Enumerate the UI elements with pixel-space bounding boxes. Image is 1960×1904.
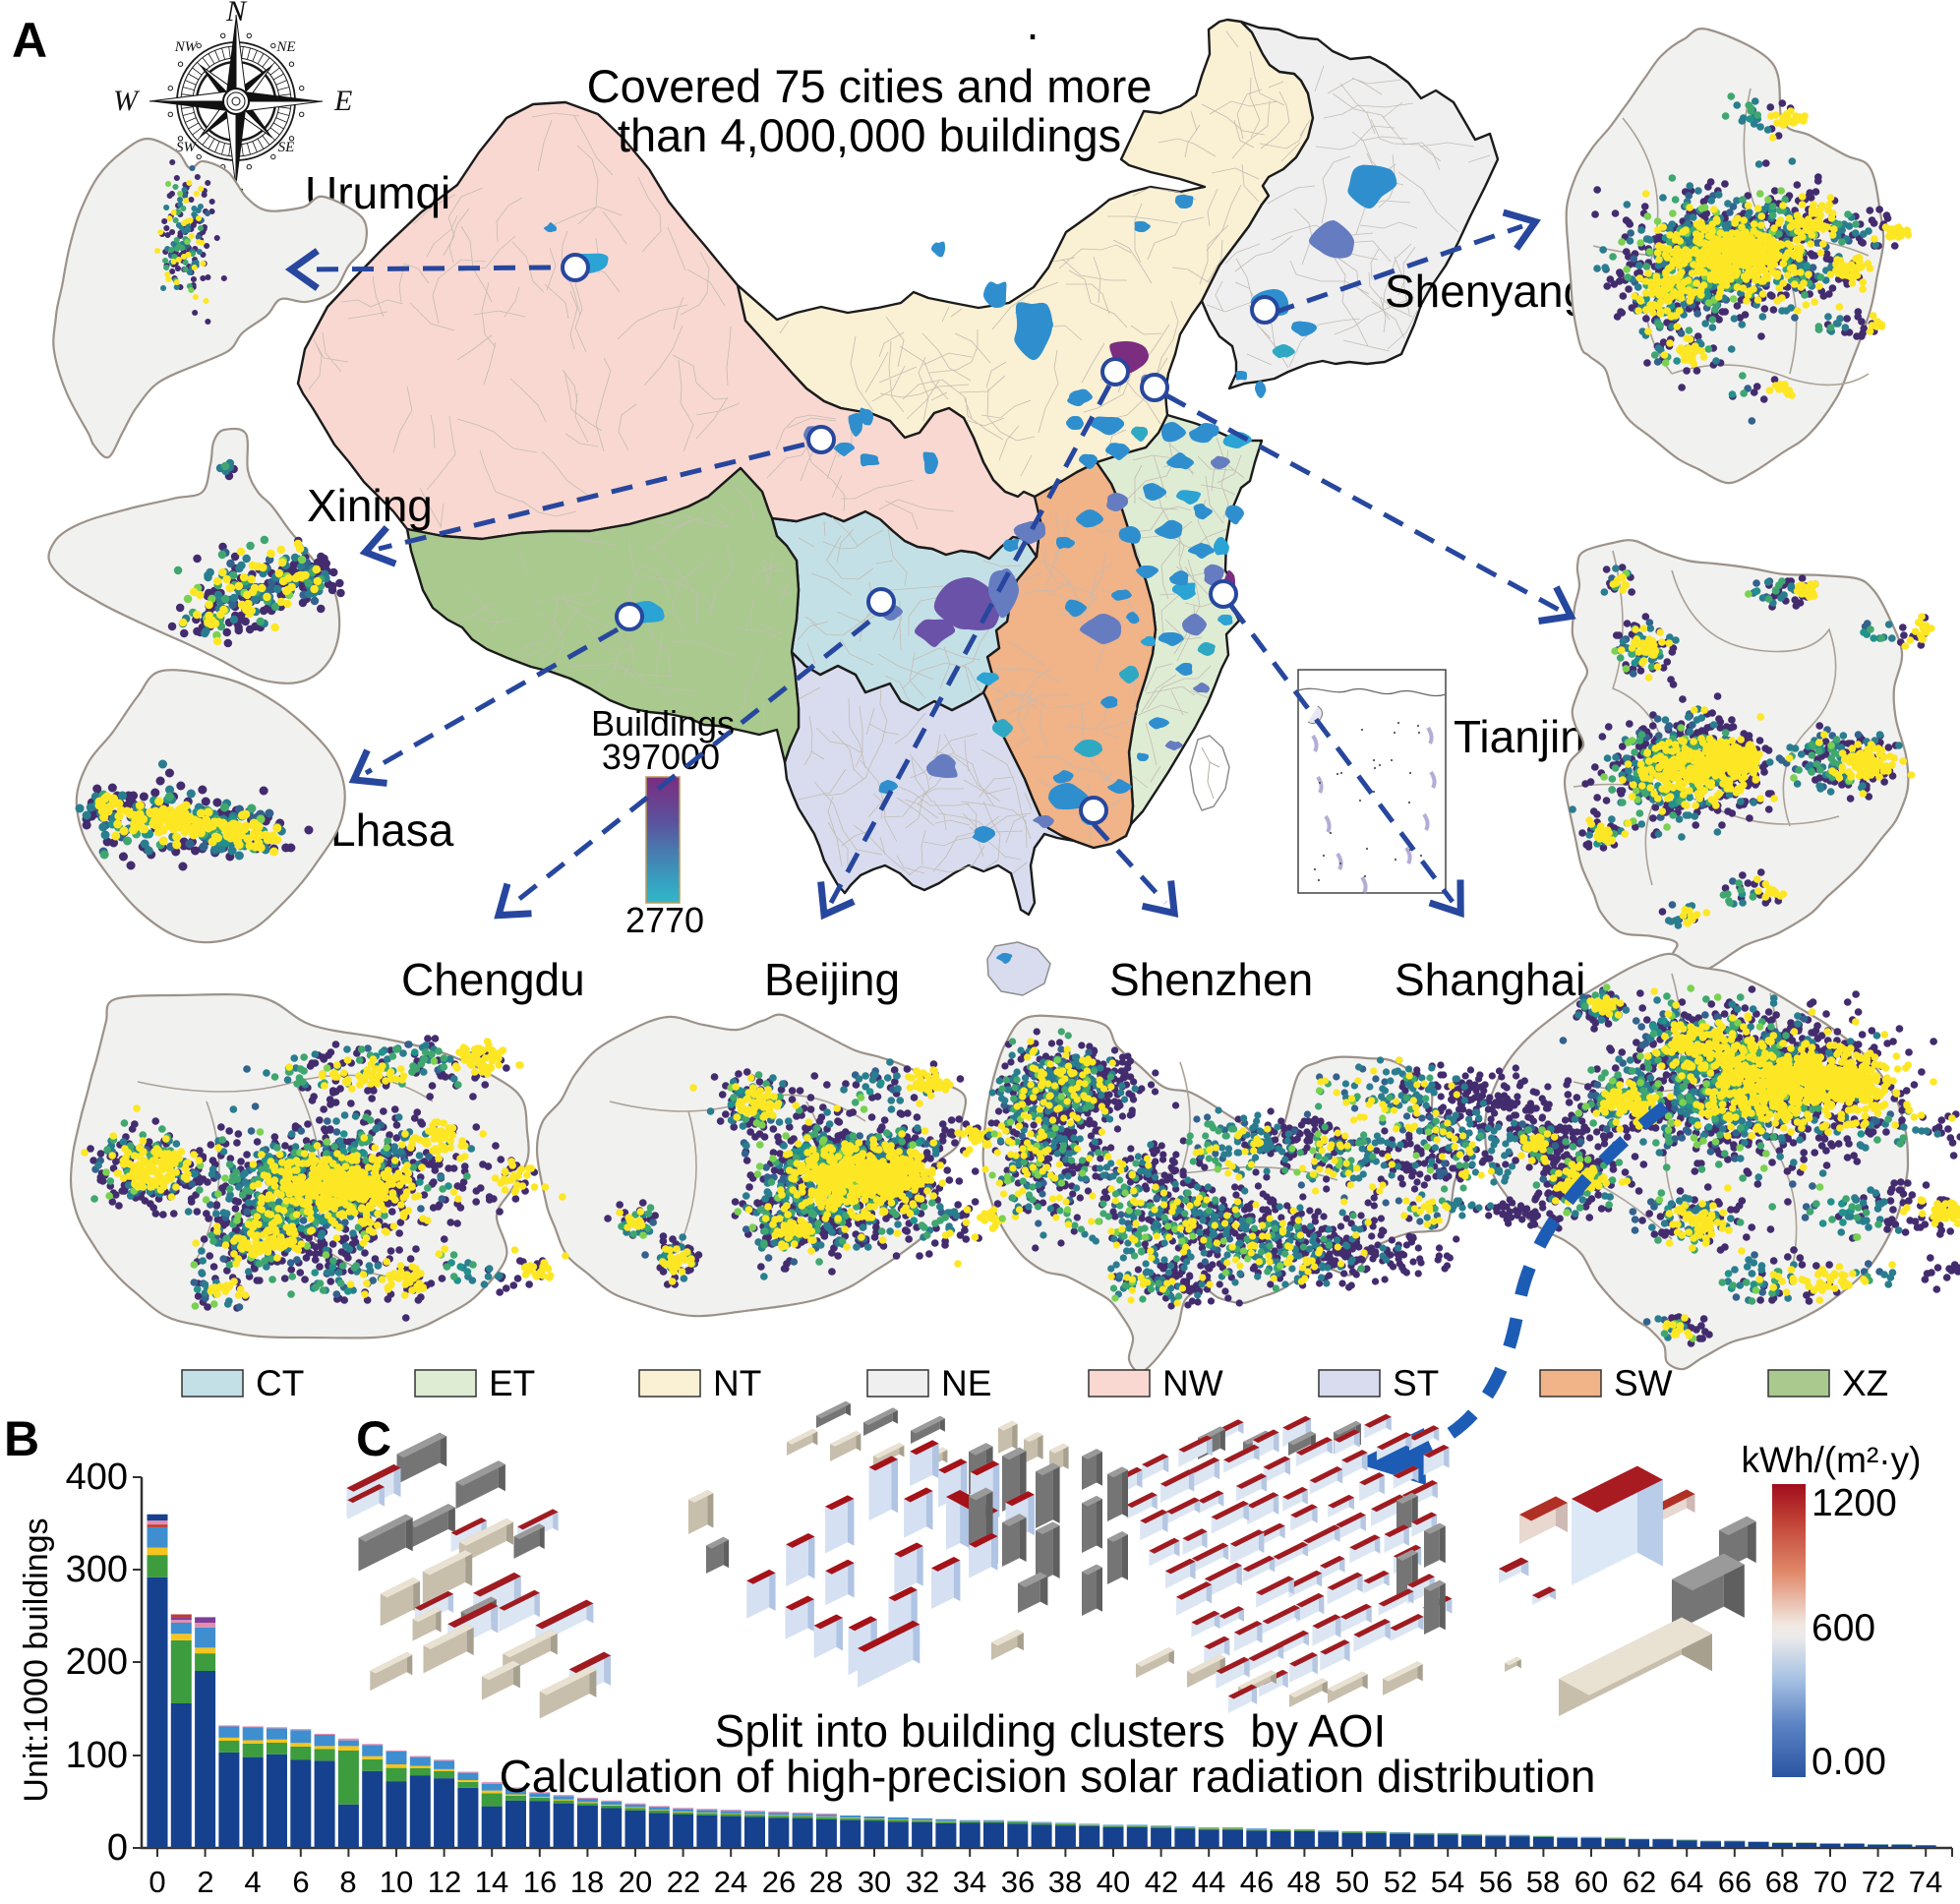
svg-text:40: 40	[1097, 1865, 1130, 1899]
svg-text:6: 6	[292, 1865, 309, 1899]
svg-text:2770: 2770	[625, 900, 704, 940]
svg-text:74: 74	[1909, 1865, 1942, 1899]
svg-text:SW: SW	[1614, 1363, 1673, 1403]
svg-text:NT: NT	[713, 1363, 761, 1403]
svg-text:60: 60	[1574, 1865, 1608, 1899]
svg-text:10: 10	[380, 1865, 413, 1899]
svg-text:Lhasa: Lhasa	[330, 804, 454, 856]
svg-text:Tianjin: Tianjin	[1454, 711, 1585, 762]
svg-text:Calculation of high-precision: Calculation of high-precision solar radi…	[500, 1751, 1596, 1802]
svg-text:Unit:1000 buildings: Unit:1000 buildings	[18, 1517, 55, 1802]
svg-text:14: 14	[475, 1865, 508, 1899]
svg-text:44: 44	[1192, 1865, 1225, 1899]
svg-text:1200: 1200	[1812, 1482, 1897, 1524]
svg-text:34: 34	[953, 1865, 986, 1899]
svg-text:28: 28	[809, 1865, 843, 1899]
svg-text:70: 70	[1813, 1865, 1847, 1899]
svg-text:8: 8	[339, 1865, 356, 1899]
svg-text:48: 48	[1287, 1865, 1321, 1899]
svg-text:200: 200	[66, 1641, 128, 1683]
svg-text:0: 0	[107, 1827, 128, 1869]
svg-text:Covered 75 cities and more: Covered 75 cities and more	[587, 60, 1153, 112]
svg-text:NW: NW	[1162, 1363, 1223, 1403]
svg-text:0: 0	[148, 1865, 165, 1899]
svg-text:18: 18	[570, 1865, 604, 1899]
svg-text:A: A	[12, 13, 47, 68]
svg-text:38: 38	[1048, 1865, 1082, 1899]
svg-text:ST: ST	[1393, 1363, 1439, 1403]
svg-text:Shenzhen: Shenzhen	[1109, 954, 1313, 1005]
svg-text:Shenyang: Shenyang	[1385, 266, 1588, 317]
svg-text:NE: NE	[941, 1363, 991, 1403]
svg-text:54: 54	[1431, 1865, 1464, 1899]
svg-text:100: 100	[66, 1735, 128, 1776]
svg-text:50: 50	[1336, 1865, 1369, 1899]
svg-text:Beijing: Beijing	[764, 954, 900, 1005]
svg-text:16: 16	[523, 1865, 557, 1899]
svg-text:NE: NE	[275, 39, 295, 55]
svg-text:W: W	[113, 85, 141, 117]
svg-text:NW: NW	[174, 39, 199, 55]
svg-text:0.00: 0.00	[1812, 1741, 1886, 1783]
svg-text:20: 20	[619, 1865, 652, 1899]
svg-text:64: 64	[1670, 1865, 1703, 1899]
svg-text:Split into building clusters: Split into building clusters by AOI	[715, 1705, 1387, 1756]
svg-text:32: 32	[906, 1865, 939, 1899]
svg-text:SE: SE	[278, 140, 295, 155]
svg-text:42: 42	[1145, 1865, 1178, 1899]
svg-text:.: .	[1026, 0, 1039, 49]
svg-text:Xining: Xining	[307, 480, 433, 531]
svg-text:24: 24	[714, 1865, 747, 1899]
svg-text:SW: SW	[176, 140, 198, 155]
svg-text:400: 400	[66, 1457, 128, 1498]
svg-text:N: N	[225, 0, 248, 28]
svg-text:52: 52	[1384, 1865, 1417, 1899]
svg-text:2: 2	[197, 1865, 213, 1899]
svg-text:ET: ET	[489, 1363, 535, 1403]
svg-text:26: 26	[762, 1865, 796, 1899]
svg-text:66: 66	[1718, 1865, 1752, 1899]
svg-text:72: 72	[1862, 1865, 1895, 1899]
svg-text:C: C	[356, 1411, 391, 1466]
svg-text:36: 36	[1001, 1865, 1035, 1899]
svg-text:B: B	[4, 1411, 39, 1466]
svg-text:4: 4	[244, 1865, 261, 1899]
svg-text:68: 68	[1765, 1865, 1799, 1899]
svg-text:300: 300	[66, 1549, 128, 1590]
svg-text:Chengdu: Chengdu	[401, 954, 585, 1005]
svg-text:30: 30	[858, 1865, 891, 1899]
svg-text:46: 46	[1240, 1865, 1274, 1899]
svg-text:E: E	[333, 85, 352, 117]
svg-text:Shanghai: Shanghai	[1395, 954, 1585, 1005]
svg-text:than 4,000,000 buildings: than 4,000,000 buildings	[618, 109, 1121, 161]
svg-text:58: 58	[1526, 1865, 1560, 1899]
svg-text:56: 56	[1479, 1865, 1513, 1899]
svg-text:XZ: XZ	[1842, 1363, 1888, 1403]
svg-text:22: 22	[667, 1865, 700, 1899]
svg-text:kWh/(m²·y): kWh/(m²·y)	[1742, 1440, 1922, 1480]
svg-text:CT: CT	[256, 1363, 304, 1403]
svg-text:600: 600	[1812, 1607, 1875, 1649]
svg-text:62: 62	[1623, 1865, 1656, 1899]
svg-text:Buildings: Buildings	[591, 703, 735, 744]
svg-text:12: 12	[428, 1865, 461, 1899]
